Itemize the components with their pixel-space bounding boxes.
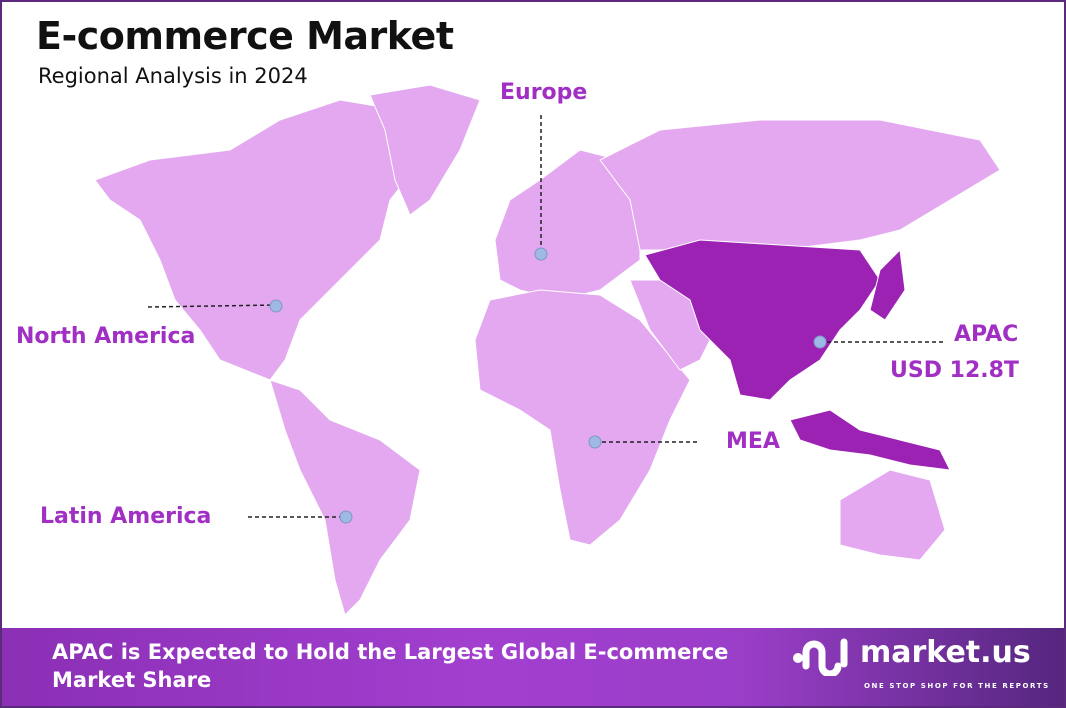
footer-headline: APAC is Expected to Hold the Largest Glo… xyxy=(52,640,729,692)
europe-marker xyxy=(534,247,548,261)
greenland-shape xyxy=(369,84,481,216)
mea-marker xyxy=(588,435,602,449)
mea-label: MEA xyxy=(726,429,780,454)
africa-shape xyxy=(474,289,691,546)
page-title: E-commerce Market xyxy=(36,14,454,58)
logo-mark-icon xyxy=(793,638,848,676)
russia-shape xyxy=(599,119,1001,251)
latin-america-label: Latin America xyxy=(40,504,212,529)
north-america-leader-line xyxy=(147,304,277,308)
latin-america-marker xyxy=(339,510,353,524)
southeast-asia-shape xyxy=(789,409,951,471)
latin-america-shape xyxy=(269,379,421,616)
market-us-logo: market.us xyxy=(792,636,1031,676)
footer-banner: APAC is Expected to Hold the Largest Glo… xyxy=(2,628,1064,706)
north-america-label: North America xyxy=(16,324,196,349)
logo-name: market.us xyxy=(860,635,1031,670)
apac-mainland-shape xyxy=(644,239,881,401)
apac-value: USD 12.8T xyxy=(890,358,1019,383)
australia-shape xyxy=(839,469,946,561)
apac-label: APAC xyxy=(954,322,1019,347)
japan-shape xyxy=(869,248,906,321)
page-subtitle: Regional Analysis in 2024 xyxy=(38,64,308,88)
apac-marker xyxy=(813,335,827,349)
europe-label: Europe xyxy=(500,80,588,105)
north-america-shape xyxy=(94,99,431,381)
north-america-marker xyxy=(269,299,283,313)
logo-tagline: ONE STOP SHOP FOR THE REPORTS xyxy=(864,682,1050,690)
apac-region xyxy=(644,239,951,471)
